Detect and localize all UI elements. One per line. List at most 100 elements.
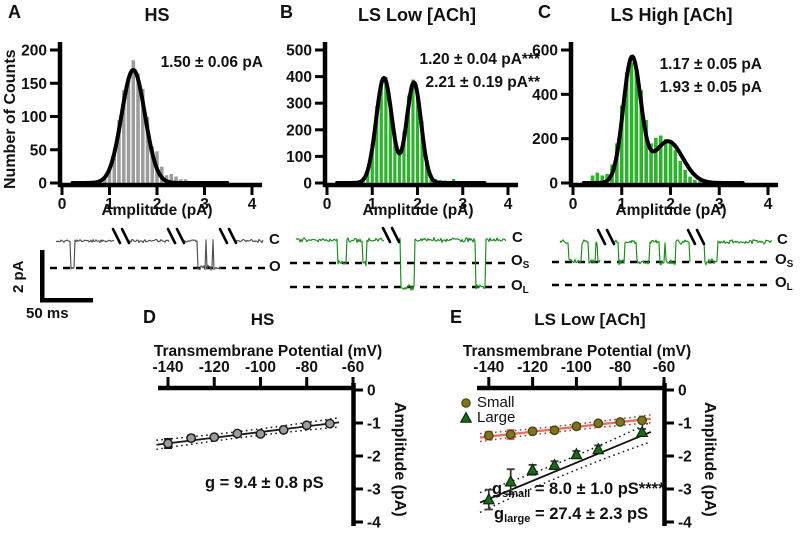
svg-text:-100: -100 [245, 359, 276, 376]
svg-text:400: 400 [286, 69, 312, 86]
trace-a-closed-label: C [269, 231, 280, 248]
panel-c-fit-stat-2: 1.93 ± 0.05 pA [659, 79, 762, 96]
x-axis-label-d: Transmembrane Potential (mV) [153, 343, 383, 360]
panel-a-fit-stat: 1.50 ± 0.06 pA [160, 54, 263, 71]
svg-text:1: 1 [105, 196, 114, 213]
svg-text:0: 0 [678, 383, 687, 400]
svg-text:4: 4 [764, 196, 773, 213]
svg-text:400: 400 [532, 87, 558, 104]
svg-text:300: 300 [286, 96, 312, 113]
panel-e-title: LS Low [ACh] [534, 310, 646, 329]
g-subscript: small [502, 488, 531, 500]
legend-label-large: Large [477, 409, 516, 426]
panel-b-fit-stat-2: 2.21 ± 0.19 pA** [425, 74, 541, 91]
svg-text:1: 1 [617, 196, 626, 213]
panel-b-fit-stats: 1.20 ± 0.04 pA*** 2.21 ± 0.19 pA** [398, 48, 540, 94]
panel-b-title: LS Low [ACh] [358, 5, 476, 25]
trace-c-open-large-label: OL [775, 274, 793, 293]
trace-b-open-small-label: OS [511, 252, 529, 271]
panel-d-label: D [143, 307, 156, 327]
panel-d-conductance: g = 9.4 ± 0.8 pS [205, 474, 324, 492]
svg-text:3: 3 [715, 196, 724, 213]
g-subscript: large [504, 513, 531, 525]
trace-b-closed-label: C [512, 229, 523, 246]
svg-text:0: 0 [58, 196, 67, 213]
trace-b-open-large-label: OL [511, 277, 529, 296]
svg-text:0: 0 [367, 383, 376, 400]
svg-text:-2: -2 [367, 449, 381, 466]
x-axis-label-a: Amplitude (pA) [101, 202, 213, 219]
svg-text:-3: -3 [367, 482, 381, 499]
g-value: = 8.0 ± 1.0 pS**** [530, 480, 665, 498]
y-axis-label-e: Amplitude (pA) [701, 402, 718, 517]
svg-text:-120: -120 [517, 359, 548, 376]
legend-label-small: Small [477, 394, 515, 411]
x-axis-label-b: Amplitude (pA) [362, 202, 474, 219]
panel-e-conductance-large: glarge = 27.4 ± 2.3 pS [494, 505, 648, 525]
svg-text:-4: -4 [367, 515, 381, 532]
svg-text:100: 100 [286, 149, 312, 166]
scale-bar-amplitude-label: 2 pA [10, 260, 27, 294]
svg-text:-3: -3 [678, 482, 692, 499]
open-small-sub: S [786, 259, 794, 270]
panel-c-title: LS High [ACh] [610, 5, 733, 25]
svg-text:-2: -2 [678, 449, 692, 466]
panel-a-title: HS [144, 5, 170, 25]
svg-text:-60: -60 [653, 359, 675, 376]
svg-text:4: 4 [248, 196, 257, 213]
svg-text:2: 2 [413, 196, 422, 213]
svg-text:-120: -120 [199, 359, 230, 376]
svg-text:0: 0 [549, 176, 558, 193]
open-small-sub: S [522, 260, 530, 271]
trace-c-closed-label: C [777, 231, 788, 248]
svg-text:0: 0 [38, 176, 47, 193]
trace-a-open-label: O [269, 258, 281, 275]
svg-text:200: 200 [532, 131, 558, 148]
panel-b-fit-stat-1: 1.20 ± 0.04 pA*** [419, 51, 540, 68]
svg-text:50: 50 [30, 142, 47, 159]
open-small-main: O [511, 252, 523, 269]
panel-e-conductance-small: gsmall = 8.0 ± 1.0 pS**** [492, 480, 665, 500]
trace-c-open-small-label: OS [775, 251, 793, 270]
svg-text:-80: -80 [609, 359, 631, 376]
svg-text:-1: -1 [367, 416, 381, 433]
svg-text:600: 600 [532, 43, 558, 60]
svg-text:-80: -80 [296, 359, 318, 376]
x-axis-label-e: Transmembrane Potential (mV) [462, 343, 692, 360]
svg-text:-4: -4 [678, 515, 692, 532]
g-symbol: g [494, 505, 505, 523]
svg-text:-100: -100 [561, 359, 592, 376]
svg-text:500: 500 [286, 43, 312, 60]
y-axis-label-counts: Number of Counts [2, 49, 19, 189]
svg-text:200: 200 [21, 43, 47, 60]
svg-text:1: 1 [368, 196, 377, 213]
g-symbol: g [492, 480, 503, 498]
svg-text:0: 0 [569, 196, 578, 213]
panel-c-fit-stat-1: 1.17 ± 0.05 pA [659, 56, 762, 73]
open-large-sub: L [786, 282, 793, 293]
panel-a-label: A [8, 2, 21, 22]
open-large-main: O [775, 274, 787, 291]
svg-text:-1: -1 [678, 416, 692, 433]
svg-text:0: 0 [323, 196, 332, 213]
svg-text:3: 3 [458, 196, 467, 213]
svg-text:2: 2 [666, 196, 675, 213]
y-axis-label-d: Amplitude (pA) [391, 402, 408, 517]
svg-text:3: 3 [200, 196, 209, 213]
scale-bar-time-label: 50 ms [26, 305, 69, 322]
svg-text:150: 150 [21, 76, 47, 93]
svg-text:-140: -140 [473, 359, 504, 376]
svg-text:-140: -140 [152, 359, 183, 376]
open-large-main: O [511, 277, 523, 294]
svg-text:4: 4 [504, 196, 513, 213]
svg-text:2: 2 [153, 196, 162, 213]
svg-text:200: 200 [286, 122, 312, 139]
svg-text:-60: -60 [342, 359, 364, 376]
panel-d-title: HS [250, 310, 275, 329]
g-value: = 27.4 ± 2.3 pS [530, 505, 649, 523]
panel-c-label: C [538, 2, 551, 22]
svg-text:0: 0 [303, 176, 312, 193]
panel-c-fit-stats: 1.17 ± 0.05 pA 1.93 ± 0.05 pA [628, 53, 762, 99]
